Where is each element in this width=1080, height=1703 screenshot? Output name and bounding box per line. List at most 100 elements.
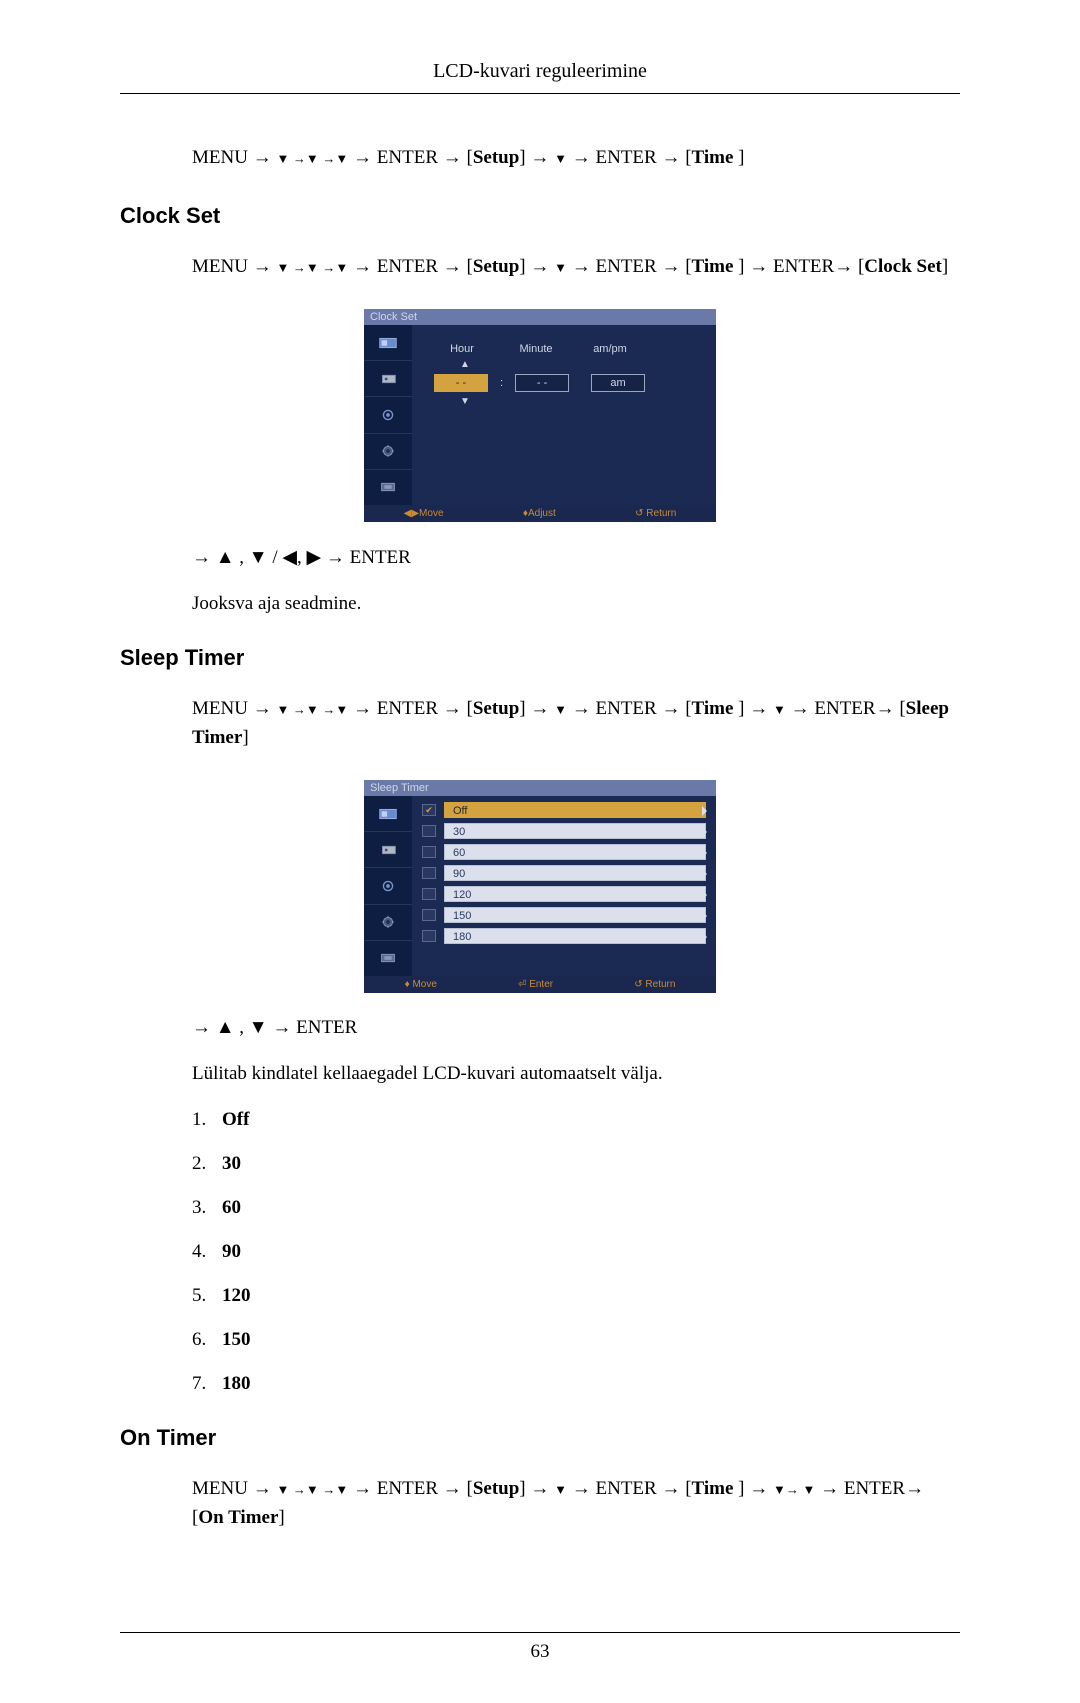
nav-path-clock-set: MENU → ▼ →▼ →▼ → ENTER → [Setup] → ▼ → E… [192, 253, 960, 282]
osd-title: Clock Set [364, 309, 716, 325]
nav-text: ] [242, 727, 248, 748]
nav-time: Time [692, 256, 734, 277]
item-label: 180 [444, 928, 706, 944]
nav-text: → ENTER→ [ [786, 698, 906, 719]
nav-text: ] [278, 1507, 284, 1528]
check-icon [422, 888, 436, 900]
item-label: 120 [444, 886, 706, 902]
list-item[interactable]: 90 [422, 865, 706, 881]
sleep-timer-enum: 1.Off 2.30 3.60 4.90 5.120 6.150 7.180 [192, 1109, 960, 1395]
enum-value: 180 [222, 1373, 251, 1394]
heading-on-timer: On Timer [120, 1425, 960, 1451]
nav-text: ] → [519, 1478, 554, 1499]
footer-return: ↺ Return [634, 979, 675, 990]
enum-number: 2. [192, 1153, 222, 1175]
list-item[interactable]: 120 [422, 886, 706, 902]
enum-value: 120 [222, 1285, 251, 1306]
up-arrow-icon: ▲ [412, 359, 716, 370]
nav-text: MENU → [192, 256, 276, 277]
nav-text: ] → [519, 698, 554, 719]
page-footer: 63 [120, 1632, 960, 1663]
list-item[interactable]: 30 [422, 823, 706, 839]
label-hour: Hour [438, 343, 486, 355]
enum-item: 7.180 [192, 1373, 960, 1395]
nav-text: ] [733, 147, 744, 168]
check-icon [422, 825, 436, 837]
clock-set-screenshot: Clock Set Hour Minute am/pm ▲ [120, 309, 960, 522]
check-icon: ✔ [422, 804, 436, 816]
sound-icon [364, 832, 412, 868]
label-minute: Minute [512, 343, 560, 355]
osd-body: Hour Minute am/pm ▲ - - : - - am ▼ [364, 325, 716, 505]
nav-text: → ENTER → [ [348, 256, 473, 277]
nav-text: MENU → [192, 147, 276, 168]
sleep-timer-screenshot: Sleep Timer ✔Off 30 60 90 120 [120, 780, 960, 993]
page-number: 63 [531, 1641, 550, 1662]
nav-path-sleep-timer: MENU → ▼ →▼ →▼ → ENTER → [Setup] → ▼ → E… [192, 695, 960, 752]
nav-text: → ENTER → [ [567, 1478, 692, 1499]
footer-move: ♦ Move [405, 979, 437, 990]
osd-main: Hour Minute am/pm ▲ - - : - - am ▼ [412, 325, 716, 505]
nav-text: → ENTER → [ [348, 147, 473, 168]
down-arrow-icon: ▼ [773, 702, 786, 717]
channel-icon [364, 397, 412, 433]
nav-time: Time [692, 147, 734, 168]
down-arrow-icon: ▼ →▼ →▼ [276, 702, 348, 717]
nav-text: → ENTER → [ [348, 1478, 473, 1499]
down-arrow-icon: ▼ →▼ →▼ [276, 151, 348, 166]
sound-icon [364, 361, 412, 397]
nav-text: → ENTER → [ [567, 256, 692, 277]
enum-value: 90 [222, 1241, 241, 1262]
down-arrow-icon: ▼ [554, 260, 567, 275]
colon: : [500, 377, 503, 389]
list-item[interactable]: 60 [422, 844, 706, 860]
enum-number: 7. [192, 1373, 222, 1395]
picture-icon [364, 796, 412, 832]
channel-icon [364, 868, 412, 904]
list-item[interactable]: 150 [422, 907, 706, 923]
enum-item: 2.30 [192, 1153, 960, 1175]
clock-desc: Jooksva aja seadmine. [192, 593, 960, 615]
osd-body: ✔Off 30 60 90 120 150 180 [364, 796, 716, 976]
osd-title: Sleep Timer [364, 780, 716, 796]
nav-text: → ENTER → [ [348, 698, 473, 719]
page-header: LCD-kuvari reguleerimine [120, 60, 960, 94]
enum-value: Off [222, 1109, 249, 1130]
nav-path-time: MENU → ▼ →▼ →▼ → ENTER → [Setup] → ▼ → E… [192, 144, 960, 173]
nav-text: → ENTER → [ [567, 698, 692, 719]
footer-move: ◀▶Move [404, 508, 444, 519]
ampm-input[interactable]: am [591, 374, 645, 392]
osd-main: ✔Off 30 60 90 120 150 180 [412, 796, 716, 976]
page: LCD-kuvari reguleerimine MENU → ▼ →▼ →▼ … [0, 0, 1080, 1703]
clock-labels: Hour Minute am/pm [412, 325, 716, 359]
down-arrow-icon: ▼→ ▼ [773, 1482, 815, 1497]
check-icon [422, 846, 436, 858]
nav-text: → ENTER → [ [567, 147, 692, 168]
enum-value: 60 [222, 1197, 241, 1218]
nav-text: ] → [733, 1478, 773, 1499]
down-arrow-icon: ▼ →▼ →▼ [276, 260, 348, 275]
enum-item: 6.150 [192, 1329, 960, 1351]
down-arrow-icon: ▼ →▼ →▼ [276, 1482, 348, 1497]
item-label: 90 [444, 865, 706, 881]
enum-number: 6. [192, 1329, 222, 1351]
sleep-desc: Lülitab kindlatel kellaaegadel LCD-kuvar… [192, 1063, 960, 1085]
list-item[interactable]: ✔Off [422, 802, 706, 818]
enum-item: 5.120 [192, 1285, 960, 1307]
item-label: 150 [444, 907, 706, 923]
item-label: 30 [444, 823, 706, 839]
nav-path-on-timer: MENU → ▼ →▼ →▼ → ENTER → [Setup] → ▼ → E… [192, 1475, 960, 1532]
hour-input[interactable]: - - [434, 374, 488, 392]
osd-panel: Sleep Timer ✔Off 30 60 90 120 [364, 780, 716, 993]
check-icon [422, 909, 436, 921]
nav-text: ] → [519, 147, 554, 168]
nav-time: Time [692, 698, 734, 719]
list-item[interactable]: 180 [422, 928, 706, 944]
check-icon [422, 867, 436, 879]
sleep-controls: → ▲ , ▼ → ENTER [192, 1017, 960, 1039]
minute-input[interactable]: - - [515, 374, 569, 392]
footer-adjust: ♦Adjust [523, 508, 556, 519]
check-icon [422, 930, 436, 942]
label-ampm: am/pm [586, 343, 634, 355]
osd-panel: Clock Set Hour Minute am/pm ▲ [364, 309, 716, 522]
